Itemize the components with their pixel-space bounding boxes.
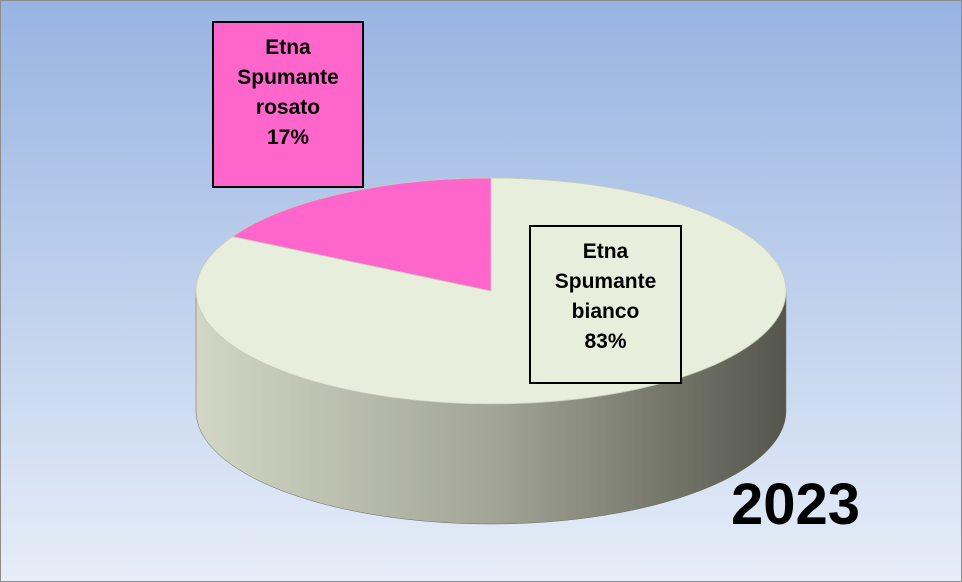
slice-label: Etna Spumante bianco 83%: [529, 225, 682, 384]
pie-slice: [231, 177, 492, 292]
slice-category: Etna Spumante bianco: [554, 240, 657, 323]
chart-title: 2023: [731, 472, 861, 537]
slice-label: Etna Spumante rosato 17%: [212, 21, 364, 188]
slice-category: Etna Spumante rosato: [237, 36, 339, 119]
slice-value: 83%: [584, 330, 627, 353]
slice-value: 17%: [266, 126, 310, 149]
